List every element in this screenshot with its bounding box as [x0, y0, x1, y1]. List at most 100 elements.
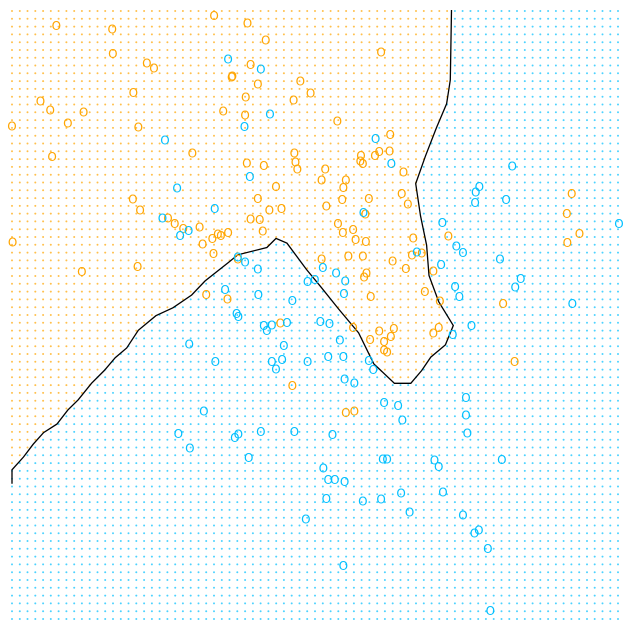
lattice-dot: [197, 204, 200, 207]
lattice-dot: [150, 415, 153, 418]
lattice-dot: [143, 430, 146, 433]
lattice-dot: [49, 126, 52, 129]
lattice-dot: [189, 508, 192, 511]
lattice-dot: [438, 586, 441, 589]
lattice-dot: [314, 321, 316, 324]
lattice-dot: [228, 610, 231, 613]
lattice-dot: [65, 204, 68, 207]
lattice-dot: [135, 501, 138, 504]
lattice-dot: [306, 158, 309, 161]
lattice-dot: [80, 360, 83, 363]
lattice-dot: [290, 321, 293, 324]
lattice-dot: [205, 72, 208, 75]
lattice-dot: [11, 119, 13, 122]
lattice-dot: [49, 64, 52, 67]
lattice-dot: [314, 493, 316, 496]
lattice-dot: [73, 25, 76, 28]
lattice-dot: [18, 267, 21, 270]
lattice-dot: [352, 391, 355, 394]
lattice-dot: [104, 267, 107, 270]
lattice-dot: [197, 594, 200, 597]
lattice-dot: [49, 532, 52, 535]
lattice-dot: [213, 298, 215, 301]
lattice-dot: [119, 477, 122, 480]
lattice-dot: [228, 547, 231, 550]
lattice-dot: [484, 321, 487, 324]
lattice-dot: [236, 49, 239, 51]
lattice-dot: [57, 111, 60, 114]
lattice-dot: [42, 173, 45, 176]
lattice-dot: [228, 64, 231, 67]
lattice-dot: [143, 485, 146, 488]
lattice-dot: [34, 306, 37, 309]
lattice-dot: [469, 189, 472, 192]
lattice-dot: [430, 228, 433, 231]
lattice-dot: [119, 267, 122, 270]
lattice-dot: [360, 236, 363, 238]
lattice-dot: [453, 360, 456, 363]
lattice-dot: [306, 282, 309, 285]
lattice-dot: [205, 485, 208, 488]
lattice-dot: [220, 462, 223, 465]
lattice-dot: [461, 602, 464, 605]
lattice-dot: [314, 602, 316, 605]
lattice-dot: [166, 524, 169, 527]
lattice-dot: [500, 586, 503, 589]
lattice-dot: [158, 368, 161, 371]
lattice-dot: [446, 430, 449, 433]
lattice-dot: [197, 423, 200, 426]
lattice-dot: [345, 282, 348, 285]
lattice-dot: [314, 586, 316, 589]
lattice-dot: [57, 95, 60, 98]
lattice-dot: [57, 353, 60, 355]
lattice-dot: [438, 56, 441, 59]
lattice-dot: [298, 368, 301, 371]
lattice-dot: [415, 165, 417, 168]
lattice-dot: [80, 563, 83, 566]
lattice-dot: [213, 430, 215, 433]
lattice-dot: [112, 586, 114, 589]
lattice-dot: [290, 72, 293, 75]
lattice-dot: [112, 321, 114, 324]
lattice-dot: [500, 524, 503, 527]
lattice-dot: [88, 438, 91, 441]
lattice-dot: [119, 438, 122, 441]
lattice-dot: [150, 384, 153, 387]
lattice-dot: [80, 220, 83, 223]
lattice-dot: [220, 142, 223, 145]
lattice-dot: [298, 87, 301, 90]
lattice-dot: [26, 142, 29, 145]
lattice-dot: [383, 17, 386, 20]
lattice-dot: [267, 532, 270, 535]
lattice-dot: [314, 540, 316, 542]
lattice-dot: [143, 337, 146, 340]
lattice-dot: [197, 56, 200, 59]
lattice-dot: [461, 282, 464, 285]
lattice-dot: [57, 571, 60, 574]
lattice-dot: [88, 173, 91, 176]
lattice-dot: [236, 134, 239, 137]
lattice-dot: [166, 41, 169, 44]
lattice-dot: [306, 368, 309, 371]
lattice-dot: [174, 462, 177, 465]
lattice-dot: [34, 134, 37, 137]
lattice-dot: [415, 290, 417, 293]
lattice-dot: [484, 204, 487, 207]
lattice-dot: [430, 353, 433, 355]
lattice-dot: [220, 321, 223, 324]
lattice-dot: [181, 462, 184, 465]
lattice-dot: [197, 95, 200, 98]
lattice-dot: [352, 25, 355, 28]
lattice-dot: [73, 282, 76, 285]
lattice-dot: [73, 462, 76, 465]
lattice-dot: [446, 173, 449, 176]
lattice-dot: [438, 594, 441, 597]
lattice-dot: [205, 17, 208, 20]
lattice-dot: [446, 212, 449, 215]
lattice-dot: [158, 142, 161, 145]
lattice-dot: [469, 103, 472, 106]
lattice-dot: [314, 532, 316, 535]
lattice-dot: [314, 594, 316, 597]
lattice-dot: [267, 181, 270, 184]
lattice-dot: [306, 25, 309, 28]
